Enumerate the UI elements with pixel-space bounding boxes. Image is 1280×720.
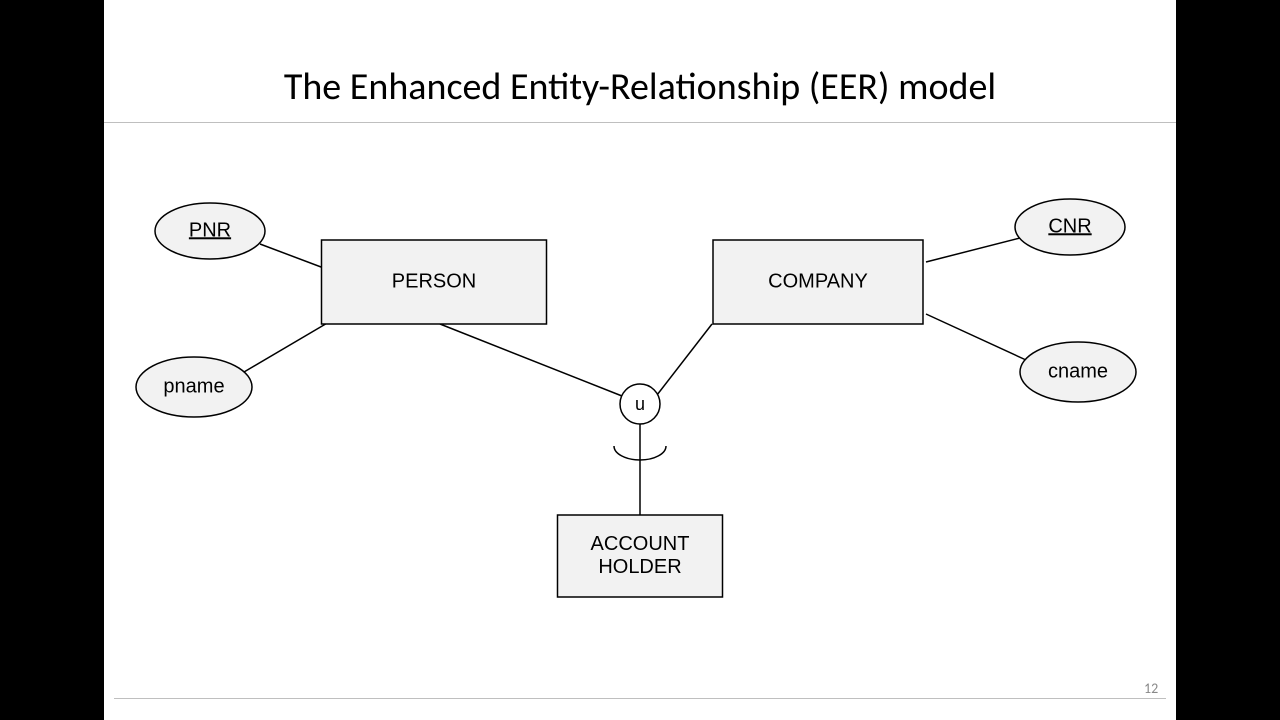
entity-label-account_holder: ACCOUNTHOLDER	[591, 533, 690, 578]
edge-cname-company	[926, 314, 1026, 360]
attribute-label-pnr: PNR	[189, 219, 231, 241]
edge-pnr-person	[260, 244, 329, 270]
slide-content: The Enhanced Entity-Relationship (EER) m…	[104, 0, 1176, 720]
attribute-label-cname: cname	[1048, 360, 1108, 382]
entity-label-company: COMPANY	[768, 270, 868, 292]
attribute-label-cnr: CNR	[1048, 215, 1091, 237]
edge-company-union	[657, 324, 712, 395]
edge-cnr-company	[926, 238, 1020, 262]
edge-pname-person	[244, 322, 329, 372]
union-label: u	[635, 394, 645, 414]
eer-diagram: PERSON COMPANY ACCOUNTHOLDER PNR pname CNR cna…	[104, 0, 1176, 720]
entity-label-person: PERSON	[392, 270, 476, 292]
attribute-label-pname: pname	[163, 375, 224, 397]
edge-person-union	[440, 324, 622, 396]
